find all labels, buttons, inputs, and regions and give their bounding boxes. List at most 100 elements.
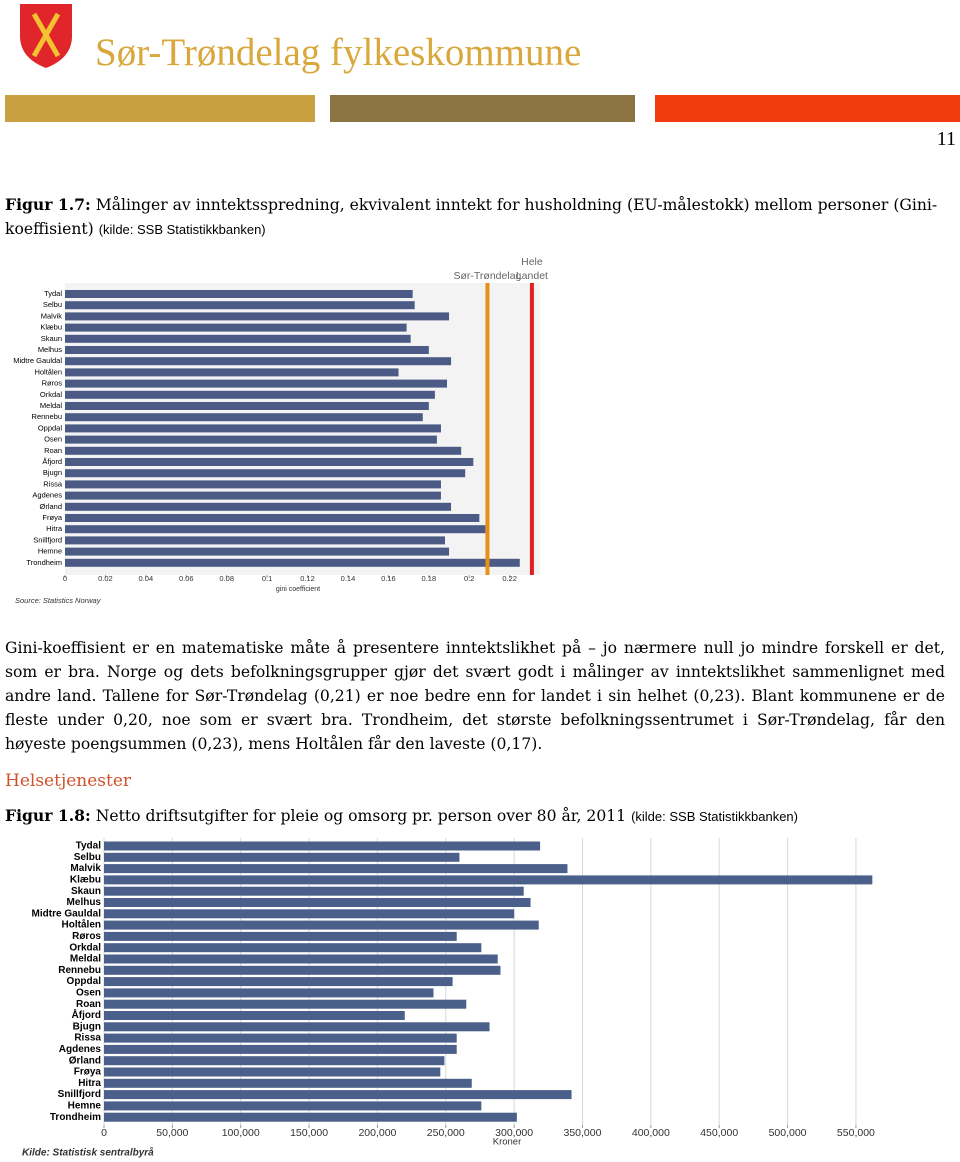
category-label: Meldal <box>70 954 101 965</box>
category-label: Rennebu <box>32 412 62 421</box>
bar <box>65 469 466 478</box>
bar <box>104 943 482 953</box>
x-tick-label: 100,000 <box>222 1127 260 1139</box>
bar <box>104 1112 517 1122</box>
reference-label: Landet <box>516 270 548 282</box>
bar <box>104 1033 457 1043</box>
x-tick-label: 550,000 <box>837 1127 875 1139</box>
bar <box>65 312 450 321</box>
category-label: Melhus <box>67 897 102 908</box>
section-heading: Helsetjenester <box>5 771 132 791</box>
category-label: Malvik <box>41 311 63 320</box>
bar <box>65 480 441 489</box>
category-label: Frøya <box>42 513 62 522</box>
bar <box>104 1067 441 1077</box>
bar <box>65 558 520 567</box>
category-label: Malvik <box>70 863 101 874</box>
category-label: Holtålen <box>62 919 101 931</box>
bar <box>104 852 460 862</box>
category-label: Selbu <box>74 852 101 863</box>
category-label: Røros <box>42 379 63 388</box>
page-number: 11 <box>936 128 956 150</box>
x-axis-label: gini coefficient <box>276 586 320 593</box>
caption-text: Netto driftsutgifter for pleie og omsorg… <box>95 807 627 825</box>
category-label: Osen <box>44 435 62 444</box>
category-label: Roan <box>44 446 62 455</box>
x-tick-label: 500,000 <box>769 1127 807 1139</box>
bar <box>104 954 498 964</box>
bar <box>104 1011 405 1020</box>
bar <box>65 368 399 377</box>
x-tick-label: 0.1 <box>262 574 272 583</box>
bar <box>104 920 539 930</box>
bar <box>65 323 407 332</box>
bar <box>65 390 435 399</box>
x-tick-label: 0.18 <box>422 574 437 583</box>
bar <box>65 346 429 354</box>
bar <box>65 290 413 298</box>
category-label: Røros <box>72 931 101 942</box>
category-label: Agdenes <box>32 491 62 500</box>
category-label: Hitra <box>46 524 63 533</box>
category-label: Åfjord <box>42 457 62 466</box>
category-label: Snillfjord <box>33 535 62 544</box>
category-label: Rennebu <box>58 965 101 976</box>
category-label: Hemne <box>68 1101 102 1112</box>
bar <box>104 931 457 941</box>
category-label: Klæbu <box>40 323 62 332</box>
x-tick-label: 150,000 <box>290 1127 328 1139</box>
bar <box>104 1090 572 1100</box>
category-label: Rissa <box>43 479 63 488</box>
bar <box>104 864 568 874</box>
caption-source: (kilde: SSB Statistikkbanken) <box>631 809 798 824</box>
x-tick-label: 0 <box>63 574 67 583</box>
category-label: Agdenes <box>59 1044 102 1055</box>
category-label: Holtålen <box>34 367 62 376</box>
header-bar <box>330 95 635 122</box>
category-label: Hemne <box>38 547 62 556</box>
x-tick-label: 400,000 <box>632 1127 670 1139</box>
header-title: Sør-Trøndelag fylkeskommune <box>95 31 582 74</box>
category-label: Orkdal <box>40 390 62 399</box>
category-label: Trondheim <box>26 558 62 567</box>
bar <box>104 988 434 998</box>
category-label: Tydal <box>76 841 102 852</box>
x-tick-label: 0.12 <box>300 574 315 583</box>
bar <box>104 886 524 896</box>
category-label: Bjugn <box>73 1021 101 1032</box>
bar <box>65 413 423 422</box>
x-tick-label: 0.16 <box>381 574 396 583</box>
bar <box>65 424 441 433</box>
logo-emblem <box>31 12 61 58</box>
category-label: Klæbu <box>70 875 101 886</box>
category-label: Rissa <box>74 1033 101 1044</box>
bar <box>104 1078 472 1088</box>
category-label: Melhus <box>38 345 62 354</box>
category-label: Skaun <box>71 886 101 897</box>
category-label: Åfjord <box>72 1008 101 1021</box>
category-label: Trondheim <box>50 1112 101 1123</box>
header-bar <box>5 95 315 122</box>
reference-label: Hele <box>521 256 543 268</box>
category-label: Selbu <box>43 300 62 309</box>
bar <box>104 875 873 885</box>
category-label: Ørland <box>39 502 62 511</box>
category-label: Oppdal <box>38 423 63 432</box>
chart-source: Source: Statistics Norway <box>15 596 102 605</box>
x-tick-label: 0.06 <box>179 574 194 583</box>
bar <box>65 536 445 545</box>
category-label: Midtre Gauldal <box>13 356 62 365</box>
bar <box>65 435 437 444</box>
bar <box>65 514 480 522</box>
x-tick-label: 450,000 <box>700 1127 738 1139</box>
bar <box>65 357 452 366</box>
category-label: Roan <box>76 999 101 1010</box>
category-label: Skaun <box>41 334 62 343</box>
chart: 0 50,000 100,000 150,000 200,000 250,000 300,0… <box>22 838 875 1159</box>
bar <box>104 999 467 1009</box>
category-label: Hitra <box>78 1078 101 1089</box>
x-tick-label: 200,000 <box>358 1127 396 1139</box>
bar <box>65 379 448 388</box>
x-tick-label: 0.04 <box>139 574 154 583</box>
caption-text: Målinger av inntektsspredning, ekvivalen… <box>5 196 938 238</box>
